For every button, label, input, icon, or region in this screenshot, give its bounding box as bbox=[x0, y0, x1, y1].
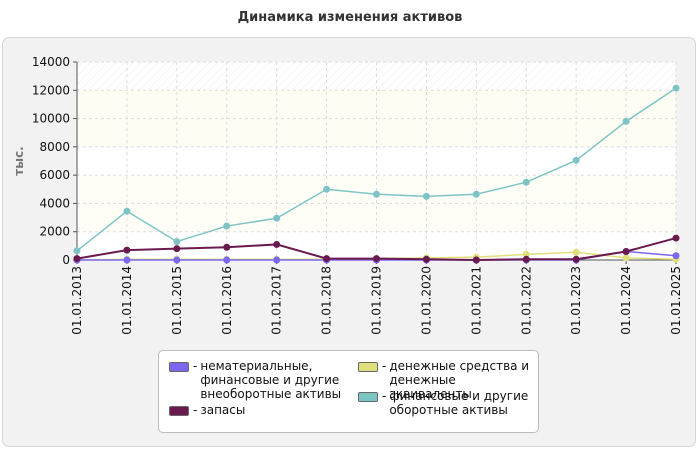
data-point bbox=[323, 255, 331, 263]
legend-label: нематериальные, финансовые и другие внеобо… bbox=[200, 359, 341, 401]
y-tick-label: 4000 bbox=[39, 196, 70, 210]
chart-legend: - нематериальные, финансовые и другие внеоб… bbox=[158, 350, 539, 433]
data-point bbox=[273, 240, 281, 248]
data-point bbox=[373, 190, 380, 198]
legend-label-line: денежные эквиваленты bbox=[389, 373, 472, 401]
data-point bbox=[572, 156, 580, 164]
legend-swatch bbox=[358, 362, 378, 372]
legend-item: - запасы bbox=[169, 403, 245, 417]
data-point bbox=[173, 238, 181, 246]
x-tick-label: 01.01.2022 bbox=[519, 266, 533, 335]
legend-label: финансовые и другие оборотные активы bbox=[389, 389, 528, 417]
data-point bbox=[572, 248, 580, 256]
data-point bbox=[572, 255, 580, 263]
data-point bbox=[422, 192, 430, 200]
legend-item: - финансовые и другие оборотные активы bbox=[358, 389, 528, 417]
legend-dash: - bbox=[193, 403, 198, 417]
x-tick-label: 01.01.2024 bbox=[619, 266, 633, 335]
data-point bbox=[73, 255, 81, 263]
data-point bbox=[223, 243, 231, 251]
data-point bbox=[123, 256, 131, 264]
data-point bbox=[622, 248, 630, 256]
legend-label-line: внеоборотные активы bbox=[200, 387, 342, 401]
x-tick-label: 01.01.2014 bbox=[120, 266, 134, 335]
legend-label-line: нематериальные, bbox=[200, 359, 313, 373]
legend-swatch bbox=[169, 362, 189, 372]
y-tick-label: 14000 bbox=[32, 55, 70, 69]
data-point bbox=[223, 222, 231, 230]
legend-label-line: оборотные активы bbox=[389, 403, 508, 417]
legend-label: денежные средства и денежные эквиваленты bbox=[389, 359, 538, 401]
y-tick-label: 10000 bbox=[32, 112, 70, 126]
legend-dash: - bbox=[193, 359, 198, 373]
x-tick-label: 01.01.2020 bbox=[419, 266, 433, 335]
data-point bbox=[373, 255, 380, 263]
data-point bbox=[472, 256, 480, 264]
data-point bbox=[422, 255, 430, 263]
y-tick-label: 2000 bbox=[39, 225, 70, 239]
x-tick-label: 01.01.2013 bbox=[70, 266, 84, 335]
legend-dash: - bbox=[382, 389, 387, 403]
legend-label-line: финансовые и другие bbox=[200, 373, 340, 387]
x-tick-label: 01.01.2023 bbox=[569, 266, 583, 335]
data-point bbox=[622, 254, 630, 262]
data-point bbox=[622, 117, 630, 125]
legend-label: запасы bbox=[200, 403, 245, 417]
data-point bbox=[273, 256, 281, 264]
data-point bbox=[73, 247, 81, 255]
y-tick-label: 8000 bbox=[39, 140, 70, 154]
data-point bbox=[522, 178, 530, 186]
data-point bbox=[323, 185, 331, 193]
data-point bbox=[173, 245, 181, 253]
legend-dash: - bbox=[382, 359, 387, 373]
data-point bbox=[273, 214, 281, 222]
data-point bbox=[123, 246, 131, 254]
data-point bbox=[173, 256, 181, 264]
legend-label-line: запасы bbox=[200, 403, 246, 417]
x-tick-label: 01.01.2019 bbox=[370, 266, 384, 335]
legend-swatch bbox=[169, 406, 189, 416]
legend-label-line: денежные средства и bbox=[389, 359, 530, 373]
legend-item: - денежные средства и денежные эквиваленты bbox=[358, 359, 538, 401]
x-tick-label: 01.01.2016 bbox=[220, 266, 234, 335]
y-tick-label: 0 bbox=[62, 253, 70, 267]
x-tick-label: 01.01.2015 bbox=[170, 266, 184, 335]
x-tick-label: 01.01.2021 bbox=[469, 266, 483, 335]
data-point bbox=[672, 234, 680, 242]
data-point bbox=[123, 207, 131, 215]
y-tick-label: 12000 bbox=[32, 83, 70, 97]
data-point bbox=[672, 84, 680, 92]
data-point bbox=[223, 256, 231, 264]
y-tick-label: 6000 bbox=[39, 168, 70, 182]
x-tick-label: 01.01.2025 bbox=[669, 266, 683, 335]
y-axis-label: тыс. bbox=[12, 146, 26, 175]
x-tick-label: 01.01.2018 bbox=[320, 266, 334, 335]
data-point bbox=[522, 255, 530, 263]
chart-title: Динамика изменения активов bbox=[237, 10, 463, 25]
legend-item: - нематериальные, финансовые и другие внеоб… bbox=[169, 359, 341, 401]
legend-swatch bbox=[358, 392, 378, 402]
data-point bbox=[472, 190, 480, 198]
legend-label-line: финансовые и другие bbox=[389, 389, 529, 403]
x-tick-label: 01.01.2017 bbox=[270, 266, 284, 335]
data-point bbox=[672, 252, 680, 260]
